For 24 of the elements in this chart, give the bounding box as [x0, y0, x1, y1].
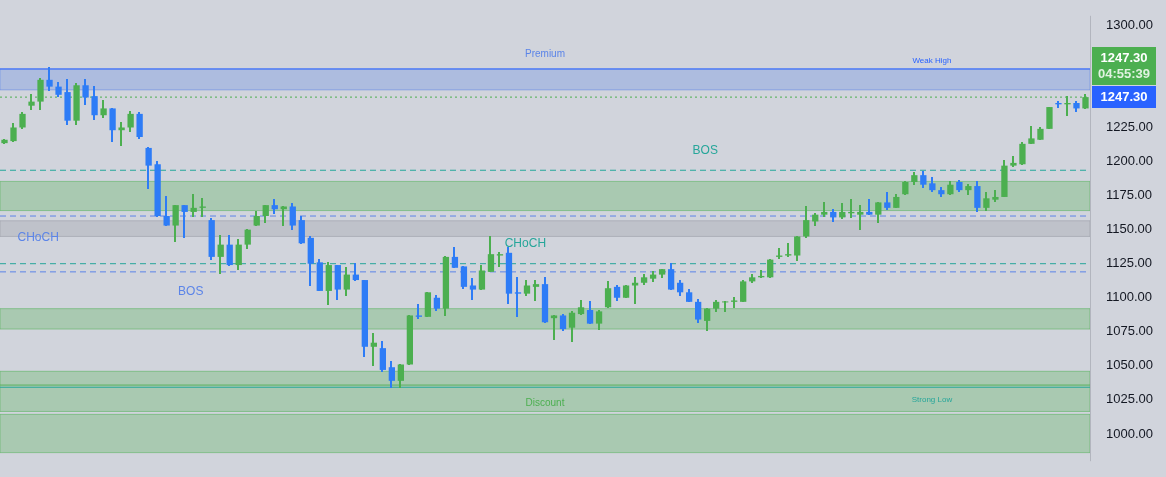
y-tick-label: 1075.00	[1106, 323, 1153, 339]
y-tick-label: 1100.00	[1106, 289, 1153, 305]
y-tick-label: 1000.00	[1106, 425, 1153, 441]
candlestick	[722, 301, 729, 312]
ref-line-label: Strong Low	[911, 395, 953, 405]
y-tick-label: 1175.00	[1106, 187, 1153, 203]
text: 1247.30	[1100, 49, 1148, 65]
band-label: Premium	[524, 48, 566, 60]
y-tick-label: 1150.00	[1106, 221, 1153, 237]
band-label: Discount	[525, 397, 565, 409]
y-tick-label: 1025.00	[1106, 391, 1153, 407]
ref-line-label: BOS	[178, 284, 204, 299]
y-tick-label: 1300.00	[1106, 16, 1153, 32]
candlestick	[514, 277, 522, 317]
ref-line-label: CHoCH	[17, 230, 59, 245]
text: 04:55:39	[1097, 65, 1151, 81]
text: 1247.30	[1100, 88, 1148, 104]
y-tick-label: 1050.00	[1106, 357, 1153, 373]
ref-line-label: Weak High	[912, 56, 952, 66]
y-tick-label: 1225.00	[1106, 119, 1153, 135]
ref-line-label: BOS	[692, 142, 718, 157]
ref-line-label: CHoCH	[504, 236, 547, 251]
y-tick-label: 1125.00	[1106, 255, 1153, 271]
y-tick-label: 1200.00	[1106, 153, 1153, 169]
